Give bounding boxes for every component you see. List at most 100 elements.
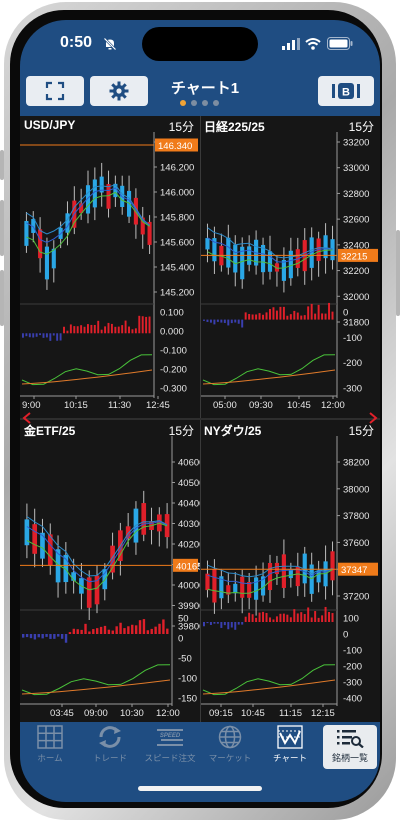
histogram-bar	[84, 623, 87, 634]
histogram-bar	[138, 315, 141, 334]
histogram-bar	[29, 634, 33, 639]
candle-body	[302, 553, 307, 584]
histogram-bar	[331, 311, 334, 320]
current-price-tag	[155, 138, 198, 152]
tab-label: マーケット	[208, 754, 252, 764]
histogram-bar	[52, 333, 55, 336]
candle-body	[71, 572, 76, 581]
histogram-bar	[162, 619, 165, 634]
time-tick-label: 09:15	[209, 708, 233, 719]
price-tick-label: 31800	[343, 318, 369, 329]
globe-icon	[218, 725, 242, 749]
histogram-bar	[286, 315, 289, 320]
histogram-bar	[227, 319, 230, 326]
tab-label: 銘柄一覧	[331, 754, 368, 764]
chevron-left-icon[interactable]	[22, 412, 32, 424]
histogram-bar	[114, 326, 117, 334]
time-tick-label: 09:00	[84, 708, 108, 719]
trade-panel-button[interactable]: B	[318, 76, 374, 106]
price-tick-label: 37600	[343, 538, 369, 549]
tab-symbol-list[interactable]: 銘柄一覧	[323, 725, 377, 769]
candle-body	[267, 562, 273, 591]
settings-button[interactable]	[90, 76, 148, 106]
wifi-icon	[305, 38, 321, 50]
candle-body	[274, 263, 280, 272]
histogram-bar	[234, 319, 237, 323]
candle-body	[32, 524, 38, 554]
histogram-bar	[321, 615, 324, 622]
price-tick-label: 32600	[343, 215, 369, 226]
candle-body	[94, 575, 100, 605]
histogram-bar	[220, 622, 223, 628]
candle-body	[86, 577, 92, 608]
price-tick-label: 145.400	[160, 263, 194, 274]
chart-panel-nikkei[interactable]: 日経225/25 15分 33200 33000 32800 32600 32400 32…	[201, 116, 380, 418]
histogram-bar	[99, 626, 103, 634]
chart-panel-gold[interactable]: 金ETF/25 15分 40600 40500 40400 40300 40200 401…	[20, 420, 200, 722]
moving-average-line	[26, 184, 150, 235]
candle-body	[288, 250, 293, 279]
histogram-bar	[69, 324, 72, 334]
candle-body	[133, 197, 138, 225]
page-dot	[202, 100, 208, 106]
svg-text:SPEED: SPEED	[160, 733, 181, 739]
chart-panel-nydow[interactable]: NYダウ/25 15分 3820038000378003760037400372…	[201, 420, 380, 722]
list-search-icon	[337, 730, 364, 748]
candle-body	[330, 239, 335, 261]
histogram-bar	[296, 312, 299, 320]
candle-body	[205, 573, 210, 591]
histogram-bar	[303, 315, 306, 320]
moving-average-line	[207, 249, 333, 269]
chart-canvas[interactable]: 33200 33000 32800 32600 32400 32200 32000 31800…	[201, 132, 380, 418]
price-tick-label: 40500	[178, 478, 200, 489]
histogram-bar	[310, 617, 313, 622]
histogram-bar	[111, 630, 114, 634]
histogram-bar	[303, 614, 306, 622]
histogram-bar	[117, 326, 120, 334]
tab-market[interactable]: マーケット	[200, 722, 260, 772]
tab-label: ホーム	[37, 754, 63, 764]
histogram-bar	[241, 622, 244, 625]
tab-label: スピード注文	[144, 754, 196, 764]
price-tick-label: 32400	[343, 240, 369, 251]
candle-body	[38, 229, 43, 259]
candle-body	[31, 219, 36, 233]
signal-line	[202, 679, 336, 695]
chevron-right-icon[interactable]	[368, 412, 378, 424]
histogram-bar	[148, 316, 151, 334]
time-tick-label: 12:00	[321, 400, 345, 411]
osc-tick-label: -0.200	[160, 365, 187, 376]
histogram-bar	[286, 614, 289, 622]
price-tick-label: 146.000	[160, 188, 194, 199]
histogram-bar	[80, 629, 83, 634]
chart-panel-usdjpy[interactable]: USD/JPY 15分 146.400146.200146.000145.800…	[20, 116, 200, 418]
tab-speed-order[interactable]: SPEED スピード注文	[140, 722, 200, 772]
histogram-bar	[255, 314, 258, 320]
chart-canvas[interactable]: 4060040500404004030040200401004000039900…	[20, 436, 200, 722]
signal-line	[21, 664, 171, 696]
histogram-bar	[255, 617, 258, 622]
histogram-bar	[45, 333, 48, 338]
home-indicator[interactable]	[138, 786, 262, 791]
price-tick-label: 40400	[178, 499, 200, 510]
histogram-bar	[145, 316, 148, 334]
page-indicator[interactable]	[180, 100, 219, 106]
histogram-bar	[209, 319, 212, 323]
chart-canvas[interactable]: 382003800037800376003740037200373471000-…	[201, 436, 380, 722]
tab-trade[interactable]: トレード	[80, 722, 140, 772]
histogram-bar	[76, 326, 79, 334]
chart-canvas[interactable]: 146.400146.200146.000145.800145.600145.4…	[20, 132, 200, 418]
histogram-bar	[314, 611, 317, 622]
histogram-bar	[154, 626, 157, 634]
osc-tick-label: -0.100	[160, 346, 187, 357]
tab-home[interactable]: ホーム	[20, 722, 80, 772]
osc-tick-label: -200	[343, 358, 362, 369]
tab-chart[interactable]: チャート	[260, 722, 320, 772]
histogram-bar	[115, 626, 118, 634]
time-tick-label: 10:15	[64, 400, 88, 411]
histogram-bar	[230, 319, 233, 324]
fullscreen-button[interactable]	[26, 76, 84, 106]
histogram-bar	[90, 324, 93, 334]
moving-average-line	[26, 191, 150, 255]
histogram-bar	[275, 310, 278, 320]
